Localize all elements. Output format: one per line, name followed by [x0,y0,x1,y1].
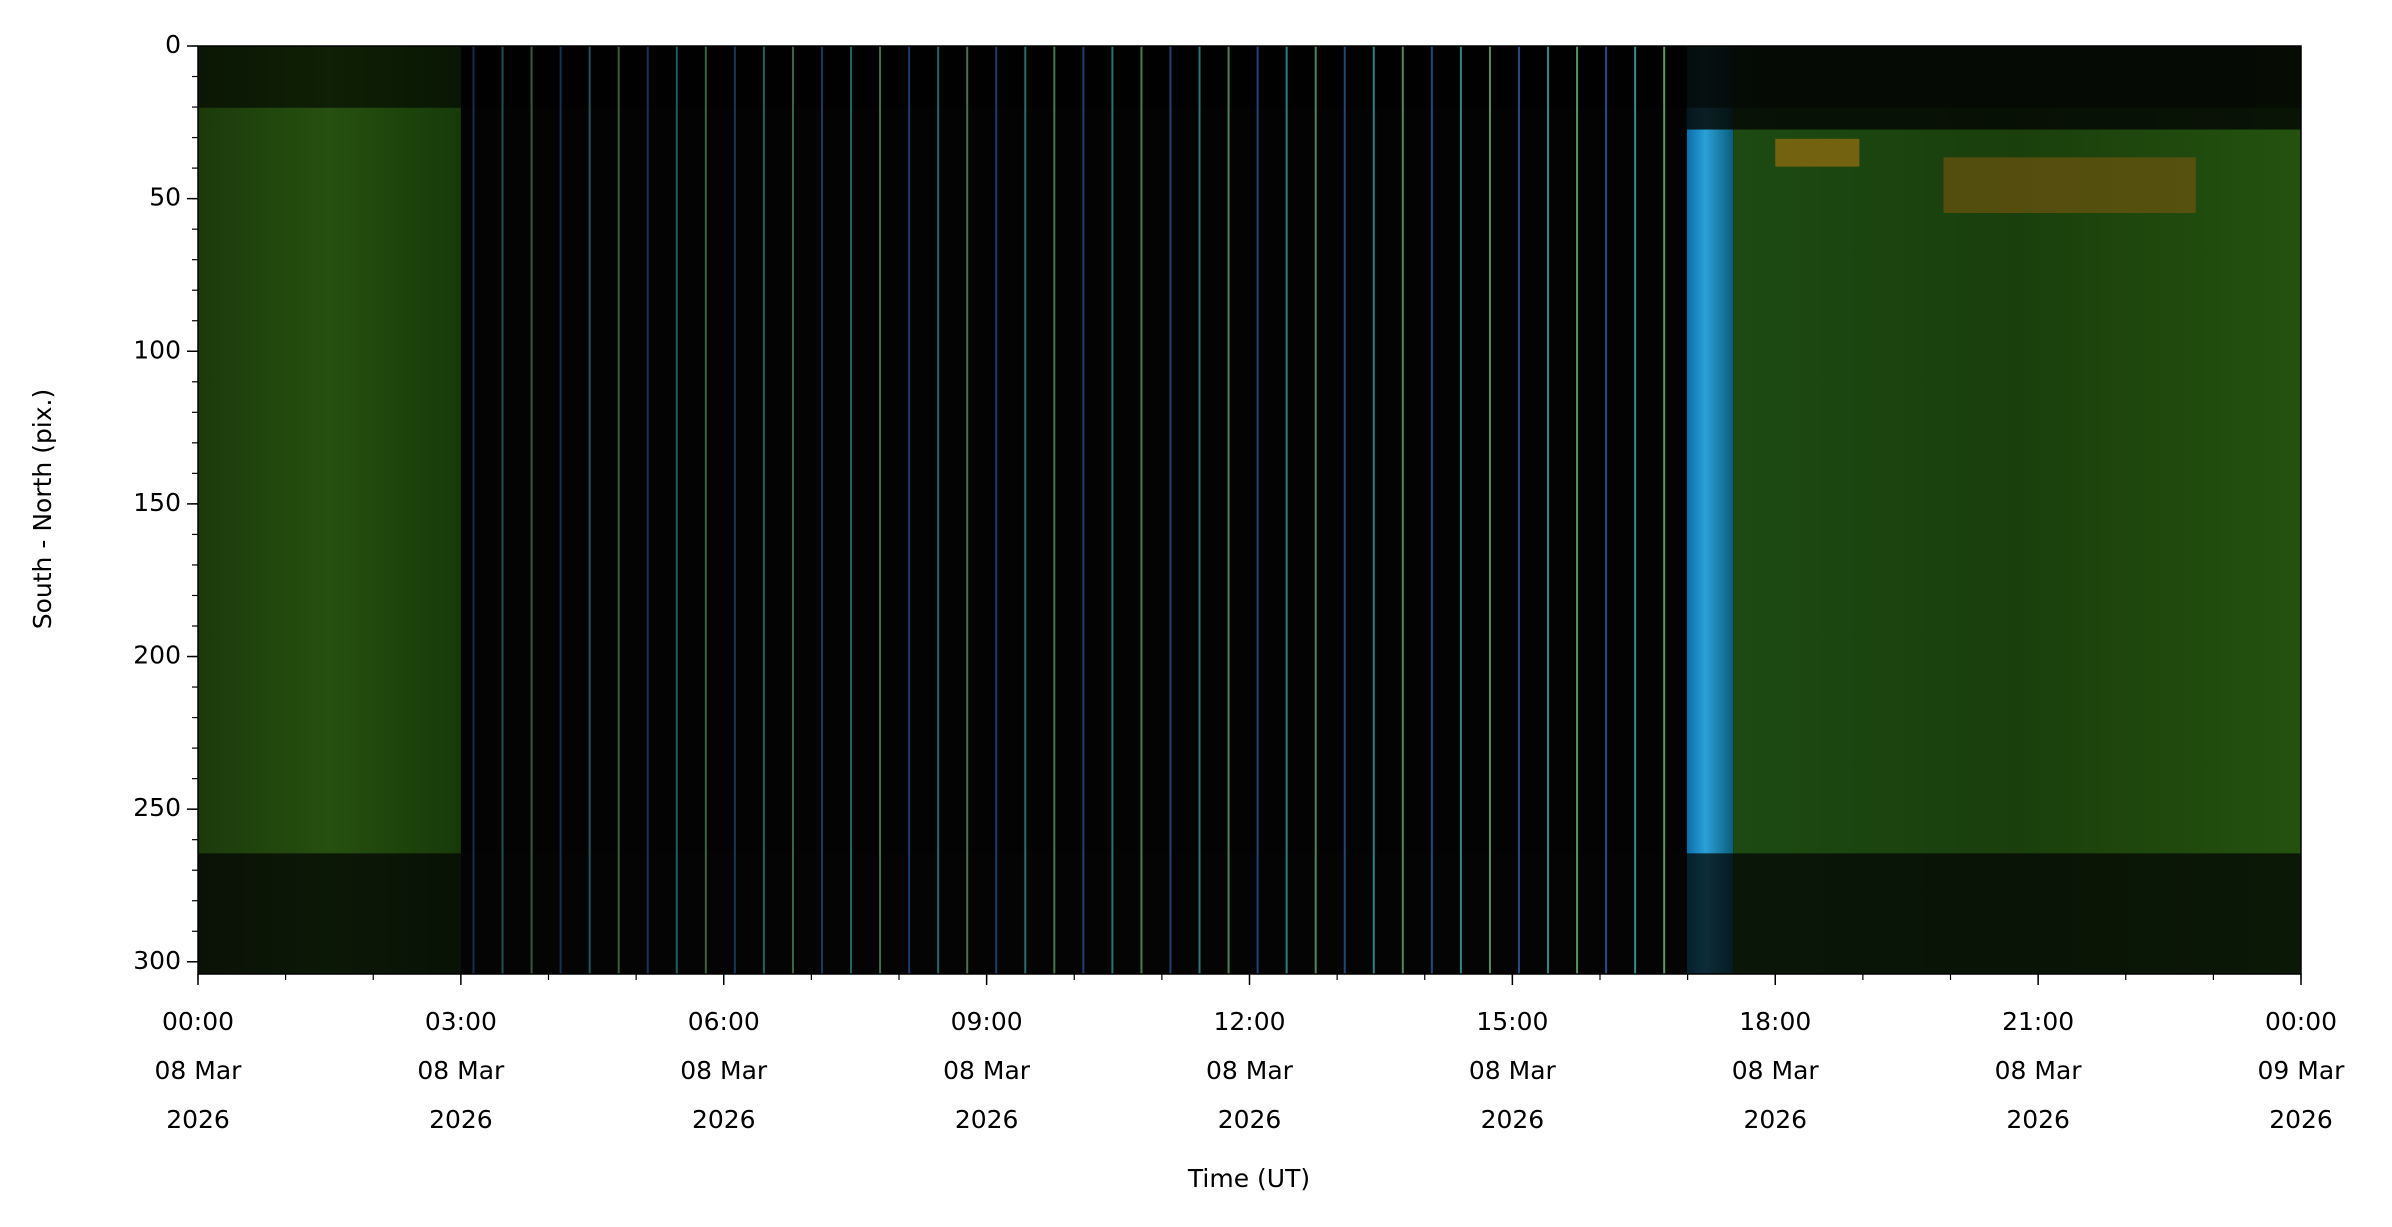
x-tick-label: 08 Mar [417,1056,505,1085]
x-tick-label: 00:00 [2265,1007,2337,1036]
streak [704,46,707,974]
x-axis-label: Time (UT) [1187,1164,1310,1193]
streak [762,46,765,974]
x-tick-label: 00:00 [162,1007,234,1036]
streak [675,46,678,974]
x-tick-label: 21:00 [2002,1007,2074,1036]
x-tick-label: 08 Mar [943,1056,1031,1085]
x-tick-label: 08 Mar [1206,1056,1294,1085]
x-tick-label: 2026 [1218,1105,1282,1134]
x-tick-label: 08 Mar [680,1056,768,1085]
streak [1517,46,1520,974]
streak [850,46,853,974]
region [1775,138,1860,167]
streak [1082,46,1085,974]
y-tick-label: 250 [133,793,181,822]
band [1686,46,2301,130]
streak [1024,46,1027,974]
streak [1430,46,1433,974]
y-tick-label: 50 [149,183,181,212]
x-tick-label: 12:00 [1213,1007,1285,1036]
y-tick-label: 100 [133,335,181,364]
streak [1198,46,1201,974]
streak [1547,46,1550,974]
x-tick-label: 08 Mar [1469,1056,1557,1085]
streak [1256,46,1259,974]
streak [530,46,533,974]
x-tick-label: 2026 [2269,1105,2333,1134]
streak [472,46,475,974]
streak [1488,46,1491,974]
x-tick-label: 09 Mar [2258,1056,2346,1085]
x-tick-label: 03:00 [425,1007,497,1036]
streak [1343,46,1346,974]
keogram-image [198,46,2301,974]
streak [1605,46,1608,974]
y-axis-label: South - North (pix.) [28,389,57,630]
x-tick-label: 2026 [166,1105,230,1134]
streak [1285,46,1288,974]
streak [646,46,649,974]
x-tick-label: 15:00 [1476,1007,1548,1036]
streak [791,46,794,974]
streak [559,46,562,974]
streak [501,46,504,974]
x-tick-label: 2026 [692,1105,756,1134]
y-tick-label: 150 [133,488,181,517]
streak [617,46,620,974]
region [1686,46,1734,974]
y-tick-label: 200 [133,641,181,670]
streak [1401,46,1404,974]
streak [1576,46,1579,974]
streak [588,46,591,974]
x-tick-label: 18:00 [1739,1007,1811,1036]
region [198,46,461,974]
streak [1111,46,1114,974]
band [198,853,2301,974]
x-tick-label: 2026 [1481,1105,1545,1134]
y-tick-label: 0 [165,30,181,59]
x-tick-label: 08 Mar [1995,1056,2083,1085]
streak [1053,46,1056,974]
streak [1314,46,1317,974]
streak [879,46,882,974]
region [1943,157,2196,214]
streak [733,46,736,974]
streak [937,46,940,974]
streak [1634,46,1637,974]
streak [966,46,969,974]
streak [1372,46,1375,974]
x-tick-label: 2026 [1743,1105,1807,1134]
streak [1663,46,1666,974]
streak [1459,46,1462,974]
x-tick-label: 08 Mar [155,1056,243,1085]
x-tick-label: 2026 [429,1105,493,1134]
streak [1227,46,1230,974]
x-tick-label: 2026 [2006,1105,2070,1134]
streak [1140,46,1143,974]
x-tick-label: 06:00 [688,1007,760,1036]
x-tick-label: 2026 [955,1105,1019,1134]
streak [820,46,823,974]
streak [1169,46,1172,974]
x-tick-label: 09:00 [951,1007,1023,1036]
streak [995,46,998,974]
x-tick-label: 08 Mar [1732,1056,1820,1085]
streak [908,46,911,974]
y-tick-label: 300 [133,946,181,975]
